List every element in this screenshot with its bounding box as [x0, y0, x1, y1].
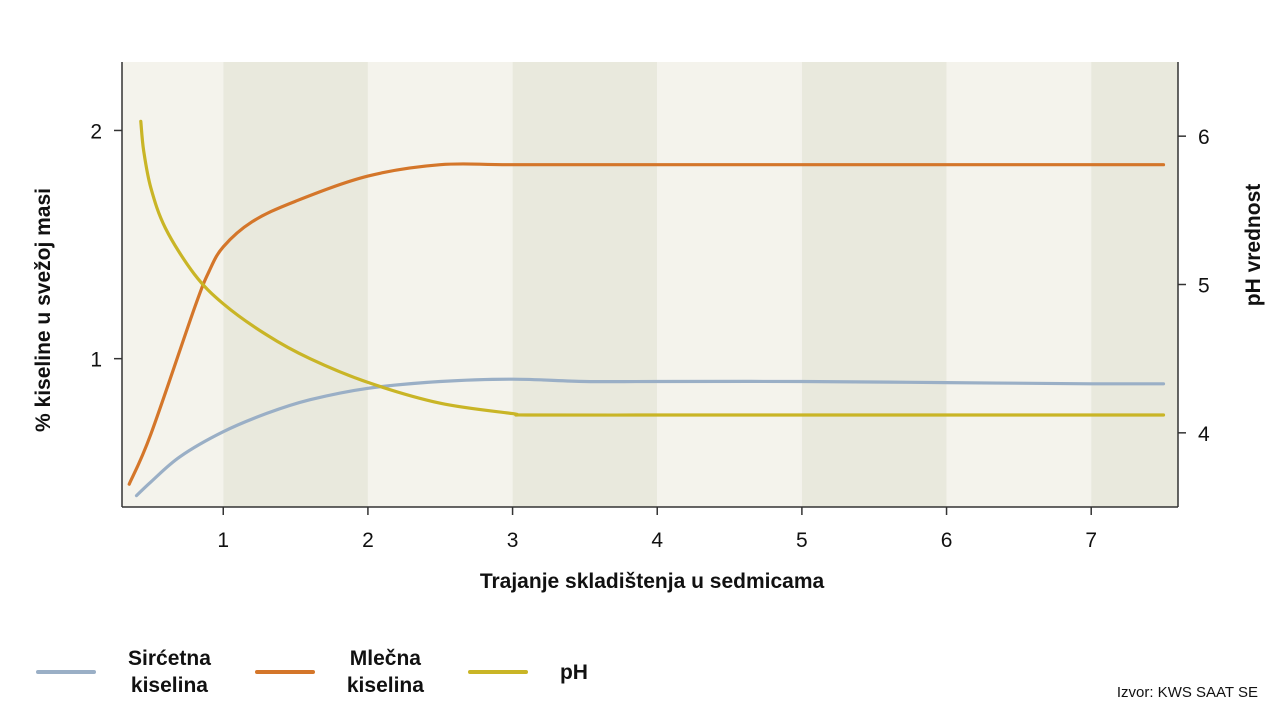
chart: 1 2 3 4 5 6 7 1 2 4 5 6 Trajanje skladištenja u sed…: [32, 62, 1265, 593]
background-band: [512, 62, 658, 507]
background-band: [122, 62, 224, 507]
legend-swatch-acetic: [36, 670, 96, 674]
series-line-acetic-acid: [134, 377, 1166, 498]
x-tick-label: 7: [1085, 529, 1097, 552]
x-tick-label: 1: [217, 529, 229, 552]
background-band: [367, 62, 513, 507]
x-axis-title: Trajanje skladištenja u sedmicama: [480, 570, 825, 593]
legend-label-lactic: Mlečna kiselina: [346, 647, 424, 697]
legend-item-ph: pH: [467, 659, 588, 686]
legend-item-lactic: Mlečna kiselina: [254, 645, 424, 699]
y-right-tick-label: 5: [1198, 275, 1210, 298]
x-tick-label: 4: [651, 529, 663, 552]
x-tick-label: 5: [796, 529, 808, 552]
legend-swatch-lactic: [254, 670, 315, 674]
series-line-lactic-acid: [127, 162, 1166, 486]
background-band: [657, 62, 802, 507]
legend-item-acetic: Sirćetna kiselina: [36, 645, 211, 699]
legend-label-ph: pH: [559, 660, 588, 684]
background-band: [946, 62, 1092, 507]
x-tick-label: 6: [941, 529, 953, 552]
left-axis-title: % kiseline u svežoj masi: [32, 188, 55, 432]
source-note: Izvor: KWS SAAT SE: [1116, 684, 1258, 701]
x-tick-label: 3: [507, 529, 519, 552]
ticks: 1 2 3 4 5 6 7 1 2 4 5 6: [90, 120, 1210, 552]
y-right-tick-label: 6: [1198, 126, 1210, 149]
y-right-tick-label: 4: [1198, 423, 1210, 446]
y-left-tick-label: 2: [90, 120, 102, 143]
series-line-ph: [139, 119, 1166, 417]
right-axis-title: pH vrednost: [1242, 184, 1265, 307]
series-lines: [127, 119, 1166, 498]
x-tick-label: 2: [362, 529, 374, 552]
legend-swatch-ph: [467, 670, 528, 674]
background-band: [223, 62, 368, 507]
background-band: [801, 62, 947, 507]
background-band: [1091, 62, 1178, 507]
legend-label-acetic: Sirćetna kiselina: [128, 647, 211, 697]
legend: Sirćetna kiselina Mlečna kiselina pH: [36, 640, 632, 704]
background-bands: [122, 62, 1178, 507]
y-left-tick-label: 1: [90, 349, 102, 372]
